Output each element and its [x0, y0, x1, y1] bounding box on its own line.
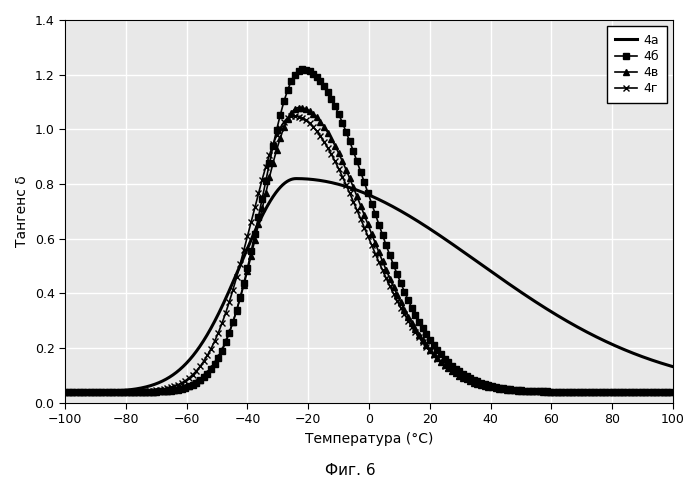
4а [292, 176, 300, 181]
4а [61, 389, 69, 395]
4г [357, 217, 365, 223]
4б [651, 389, 659, 395]
4а [341, 183, 349, 189]
4г [92, 389, 100, 395]
4б [357, 170, 365, 176]
4б [540, 388, 548, 394]
Line: 4б: 4б [62, 66, 676, 395]
4в [652, 389, 660, 395]
X-axis label: Температура (°C): Температура (°C) [304, 432, 433, 446]
4в [669, 389, 678, 395]
4в [92, 389, 100, 395]
4в [540, 389, 548, 395]
4б [61, 389, 69, 395]
Y-axis label: Тангенс δ: Тангенс δ [15, 176, 29, 247]
4в [651, 389, 659, 395]
4в [295, 105, 303, 110]
4г [341, 179, 349, 185]
4г [61, 389, 69, 395]
4б [652, 389, 660, 395]
4а [540, 304, 548, 310]
4б [669, 389, 678, 395]
4а [92, 389, 100, 395]
Line: 4в: 4в [62, 105, 676, 395]
4г [540, 389, 548, 395]
Line: 4г: 4г [62, 112, 676, 396]
4а [357, 189, 365, 194]
4в [357, 204, 365, 209]
4в [61, 389, 69, 395]
4в [341, 164, 349, 170]
4а [652, 359, 660, 364]
Text: Фиг. 6: Фиг. 6 [325, 463, 375, 478]
4б [341, 126, 349, 132]
Legend: 4а, 4б, 4в, 4г: 4а, 4б, 4в, 4г [608, 26, 667, 103]
4г [669, 389, 678, 395]
4а [651, 359, 659, 364]
4г [652, 389, 660, 395]
Line: 4а: 4а [65, 179, 673, 392]
4а [669, 364, 678, 370]
4г [289, 113, 298, 119]
4г [651, 389, 659, 395]
4б [298, 66, 307, 72]
4б [92, 389, 100, 395]
